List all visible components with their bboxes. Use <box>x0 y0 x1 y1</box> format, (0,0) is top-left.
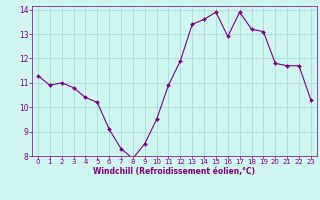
X-axis label: Windchill (Refroidissement éolien,°C): Windchill (Refroidissement éolien,°C) <box>93 167 255 176</box>
